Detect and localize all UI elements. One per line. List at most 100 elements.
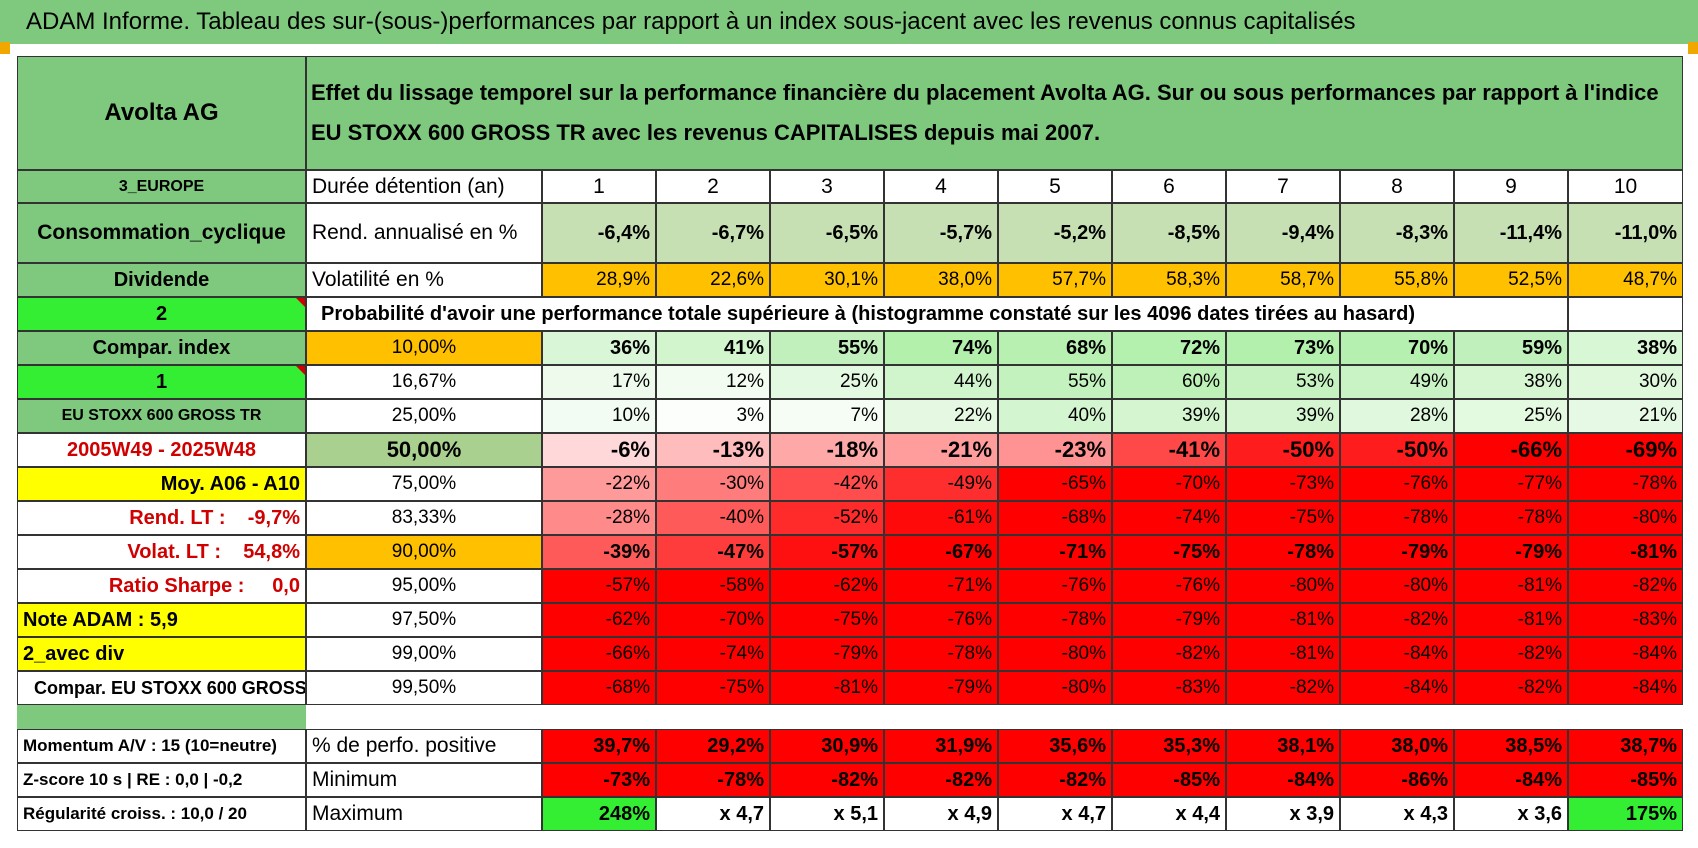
duree-label: Durée détention (an) xyxy=(306,170,542,203)
percentile-value: -23% xyxy=(998,433,1112,467)
percentile-value: -76% xyxy=(1340,467,1454,501)
percentile-value: -52% xyxy=(770,501,884,535)
vol-value: 58,7% xyxy=(1226,263,1340,297)
percentile-value: -40% xyxy=(656,501,770,535)
vol-value: 55,8% xyxy=(1340,263,1454,297)
percentile-value: -41% xyxy=(1112,433,1226,467)
percentile-value: 3% xyxy=(656,399,770,433)
percentile-value: 17% xyxy=(542,365,656,399)
percentile-value: -84% xyxy=(1340,637,1454,671)
selector-1[interactable]: 2 xyxy=(17,297,306,331)
percentile-value: -84% xyxy=(1568,671,1683,705)
percentile-value: 72% xyxy=(1112,331,1226,365)
year-10: 10 xyxy=(1568,170,1683,203)
minimum-label: Minimum xyxy=(306,763,542,797)
percentile-label: 10,00% xyxy=(306,331,542,365)
asset-name: Avolta AG xyxy=(17,56,306,170)
maximum-value: 248% xyxy=(542,797,656,831)
maximum-value: x 4,4 xyxy=(1112,797,1226,831)
momentum-label: Momentum A/V : 15 (10=neutre) xyxy=(17,729,306,763)
pct-pos-value: 38,7% xyxy=(1568,729,1683,763)
percentile-value: -78% xyxy=(1454,501,1568,535)
rend-value: -8,3% xyxy=(1340,203,1454,263)
percentile-label: 90,00% xyxy=(306,535,542,569)
percentile-value: -69% xyxy=(1568,433,1683,467)
year-7: 7 xyxy=(1226,170,1340,203)
percentile-value: -79% xyxy=(1454,535,1568,569)
selector-2[interactable]: 1 xyxy=(17,365,306,399)
percentile-value: 53% xyxy=(1226,365,1340,399)
maximum-value: x 4,7 xyxy=(998,797,1112,831)
percentile-value: -62% xyxy=(542,603,656,637)
note-adam-label: Note ADAM : 5,9 xyxy=(17,603,306,637)
year-6: 6 xyxy=(1112,170,1226,203)
percentile-value: -81% xyxy=(770,671,884,705)
percentile-value: -75% xyxy=(1112,535,1226,569)
percentile-value: -81% xyxy=(1226,603,1340,637)
minimum-value: -84% xyxy=(1454,763,1568,797)
percentile-value: -80% xyxy=(1568,501,1683,535)
vol-value: 52,5% xyxy=(1454,263,1568,297)
percentile-value: 55% xyxy=(770,331,884,365)
percentile-label: 25,00% xyxy=(306,399,542,433)
percentile-value: -74% xyxy=(1112,501,1226,535)
vol-value: 38,0% xyxy=(884,263,998,297)
percentile-value: 55% xyxy=(998,365,1112,399)
percentile-value: 7% xyxy=(770,399,884,433)
vol-value: 58,3% xyxy=(1112,263,1226,297)
percentile-value: -78% xyxy=(884,637,998,671)
maximum-value: x 4,9 xyxy=(884,797,998,831)
percentile-value: -75% xyxy=(1226,501,1340,535)
percentile-value: -70% xyxy=(1112,467,1226,501)
percentile-value: -82% xyxy=(1226,671,1340,705)
vol-value: 48,7% xyxy=(1568,263,1683,297)
rend-value: -6,5% xyxy=(770,203,884,263)
percentile-value: -81% xyxy=(1454,603,1568,637)
percentile-value: -70% xyxy=(656,603,770,637)
percentile-value: -47% xyxy=(656,535,770,569)
pct-pos-value: 35,3% xyxy=(1112,729,1226,763)
maximum-label: Maximum xyxy=(306,797,542,831)
percentile-value: -39% xyxy=(542,535,656,569)
percentile-value: -6% xyxy=(542,433,656,467)
percentile-value: -78% xyxy=(1568,467,1683,501)
report-title: ADAM Informe. Tableau des sur-(sous-)per… xyxy=(0,0,1698,44)
percentile-value: -78% xyxy=(998,603,1112,637)
empty-cell xyxy=(1568,297,1683,331)
pct-pos-value: 35,6% xyxy=(998,729,1112,763)
vol-label: Volatilité en % xyxy=(306,263,542,297)
spacer-row xyxy=(17,705,1683,729)
regularite-label: Régularité croiss. : 10,0 / 20 xyxy=(17,797,306,831)
percentile-value: 21% xyxy=(1568,399,1683,433)
table-description: Effet du lissage temporel sur la perform… xyxy=(306,56,1683,170)
rend-value: -8,5% xyxy=(1112,203,1226,263)
year-4: 4 xyxy=(884,170,998,203)
vol-value: 30,1% xyxy=(770,263,884,297)
minimum-value: -82% xyxy=(998,763,1112,797)
percentile-label: 97,50% xyxy=(306,603,542,637)
percentile-value: -81% xyxy=(1568,535,1683,569)
maximum-value: x 4,7 xyxy=(656,797,770,831)
percentile-value: 22% xyxy=(884,399,998,433)
percentile-value: -74% xyxy=(656,637,770,671)
percentile-value: 59% xyxy=(1454,331,1568,365)
percentile-value: -58% xyxy=(656,569,770,603)
pct-pos-value: 31,9% xyxy=(884,729,998,763)
percentile-value: 39% xyxy=(1112,399,1226,433)
minimum-value: -85% xyxy=(1568,763,1683,797)
vol-value: 57,7% xyxy=(998,263,1112,297)
minimum-value: -78% xyxy=(656,763,770,797)
percentile-value: 36% xyxy=(542,331,656,365)
percentile-label: 99,50% xyxy=(306,671,542,705)
percentile-value: -76% xyxy=(1112,569,1226,603)
percentile-value: -73% xyxy=(1226,467,1340,501)
percentile-value: -68% xyxy=(542,671,656,705)
percentile-value: -65% xyxy=(998,467,1112,501)
percentile-label: 99,00% xyxy=(306,637,542,671)
corner-marker-left xyxy=(0,42,10,54)
percentile-value: 10% xyxy=(542,399,656,433)
percentile-value: 73% xyxy=(1226,331,1340,365)
percentile-value: 38% xyxy=(1454,365,1568,399)
percentile-value: -61% xyxy=(884,501,998,535)
percentile-value: 12% xyxy=(656,365,770,399)
